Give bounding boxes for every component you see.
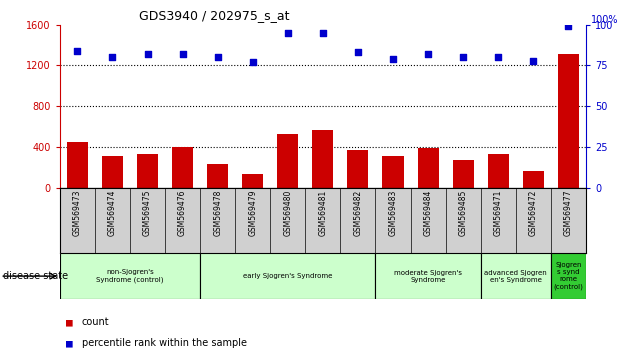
Point	[563, 24, 573, 29]
Text: GSM569473: GSM569473	[73, 190, 82, 236]
Text: moderate Sjogren's
Syndrome: moderate Sjogren's Syndrome	[394, 270, 462, 282]
Bar	[452, 160, 474, 188]
Point	[493, 55, 503, 60]
Text: GSM569476: GSM569476	[178, 190, 187, 236]
Text: GSM569484: GSM569484	[423, 190, 433, 236]
Point	[248, 59, 258, 65]
Text: GSM569485: GSM569485	[459, 190, 467, 236]
Point	[318, 30, 328, 36]
Bar	[277, 134, 299, 188]
Bar	[558, 54, 579, 188]
Bar	[200, 253, 375, 299]
Bar	[347, 150, 369, 188]
Text: advanced Sjogren
en's Syndrome: advanced Sjogren en's Syndrome	[484, 270, 547, 282]
Bar	[60, 253, 200, 299]
Text: GSM569477: GSM569477	[564, 190, 573, 236]
Text: count: count	[82, 317, 110, 327]
Text: GSM569481: GSM569481	[318, 190, 328, 236]
Text: GSM569482: GSM569482	[353, 190, 362, 236]
Text: GSM569474: GSM569474	[108, 190, 117, 236]
Point	[388, 56, 398, 62]
Point	[423, 51, 433, 57]
Point	[142, 51, 152, 57]
Bar	[137, 154, 158, 188]
Bar	[418, 148, 438, 188]
Bar	[488, 154, 509, 188]
Text: 100%: 100%	[591, 15, 619, 25]
Bar	[481, 253, 551, 299]
Bar	[312, 130, 333, 188]
Bar	[172, 147, 193, 188]
Bar	[551, 253, 586, 299]
Point	[528, 58, 538, 63]
Bar	[375, 253, 481, 299]
Point	[458, 55, 468, 60]
Point	[353, 50, 363, 55]
Text: GSM569478: GSM569478	[213, 190, 222, 236]
Text: GSM569472: GSM569472	[529, 190, 538, 236]
Text: GDS3940 / 202975_s_at: GDS3940 / 202975_s_at	[139, 9, 289, 22]
Point	[107, 55, 117, 60]
Text: GSM569483: GSM569483	[389, 190, 398, 236]
Text: GSM569479: GSM569479	[248, 190, 257, 236]
Bar	[67, 142, 88, 188]
Text: percentile rank within the sample: percentile rank within the sample	[82, 338, 247, 348]
Text: Sjogren
s synd
rome
(control): Sjogren s synd rome (control)	[553, 262, 583, 290]
Point	[178, 51, 188, 57]
Text: non-Sjogren's
Syndrome (control): non-Sjogren's Syndrome (control)	[96, 269, 164, 283]
Text: GSM569475: GSM569475	[143, 190, 152, 236]
Bar	[242, 175, 263, 188]
Bar	[382, 156, 404, 188]
Text: ■: ■	[66, 317, 73, 327]
Bar	[523, 171, 544, 188]
Text: early Sjogren's Syndrome: early Sjogren's Syndrome	[243, 273, 333, 279]
Text: GSM569480: GSM569480	[284, 190, 292, 236]
Text: ■: ■	[66, 338, 73, 348]
Text: GSM569471: GSM569471	[494, 190, 503, 236]
Point	[283, 30, 293, 36]
Bar	[207, 164, 228, 188]
Point	[212, 55, 222, 60]
Point	[72, 48, 83, 54]
Text: disease state: disease state	[3, 271, 68, 281]
Bar	[102, 156, 123, 188]
